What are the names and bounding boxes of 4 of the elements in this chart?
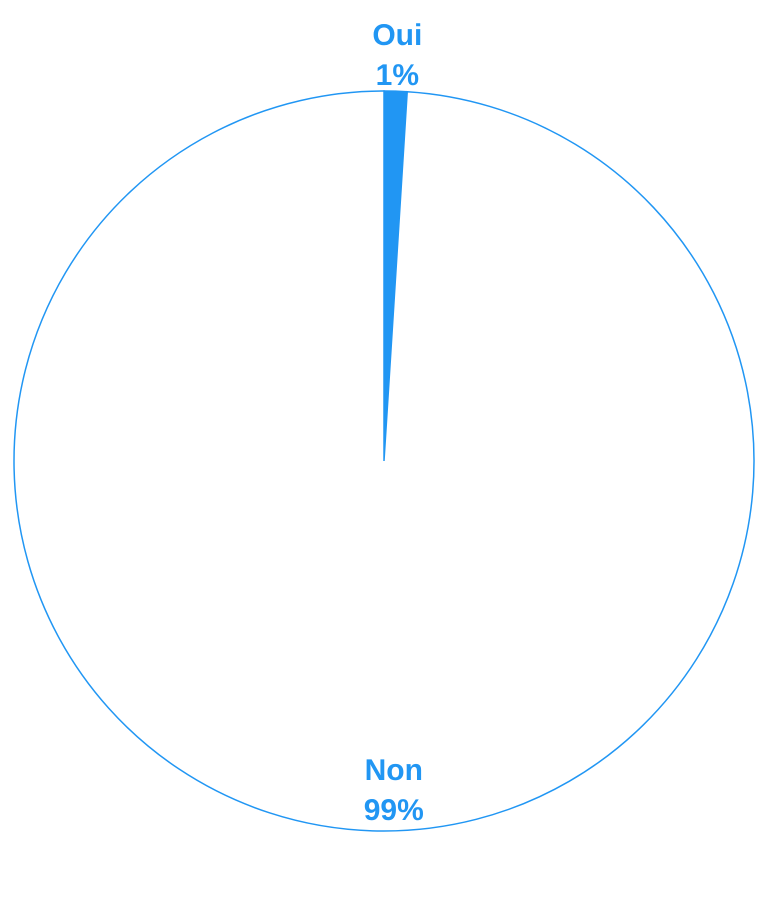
data-label: 1% (376, 59, 420, 92)
data-label: 99% (364, 794, 424, 827)
slice-label: Non (364, 754, 423, 787)
slice-label: Oui (372, 19, 422, 52)
